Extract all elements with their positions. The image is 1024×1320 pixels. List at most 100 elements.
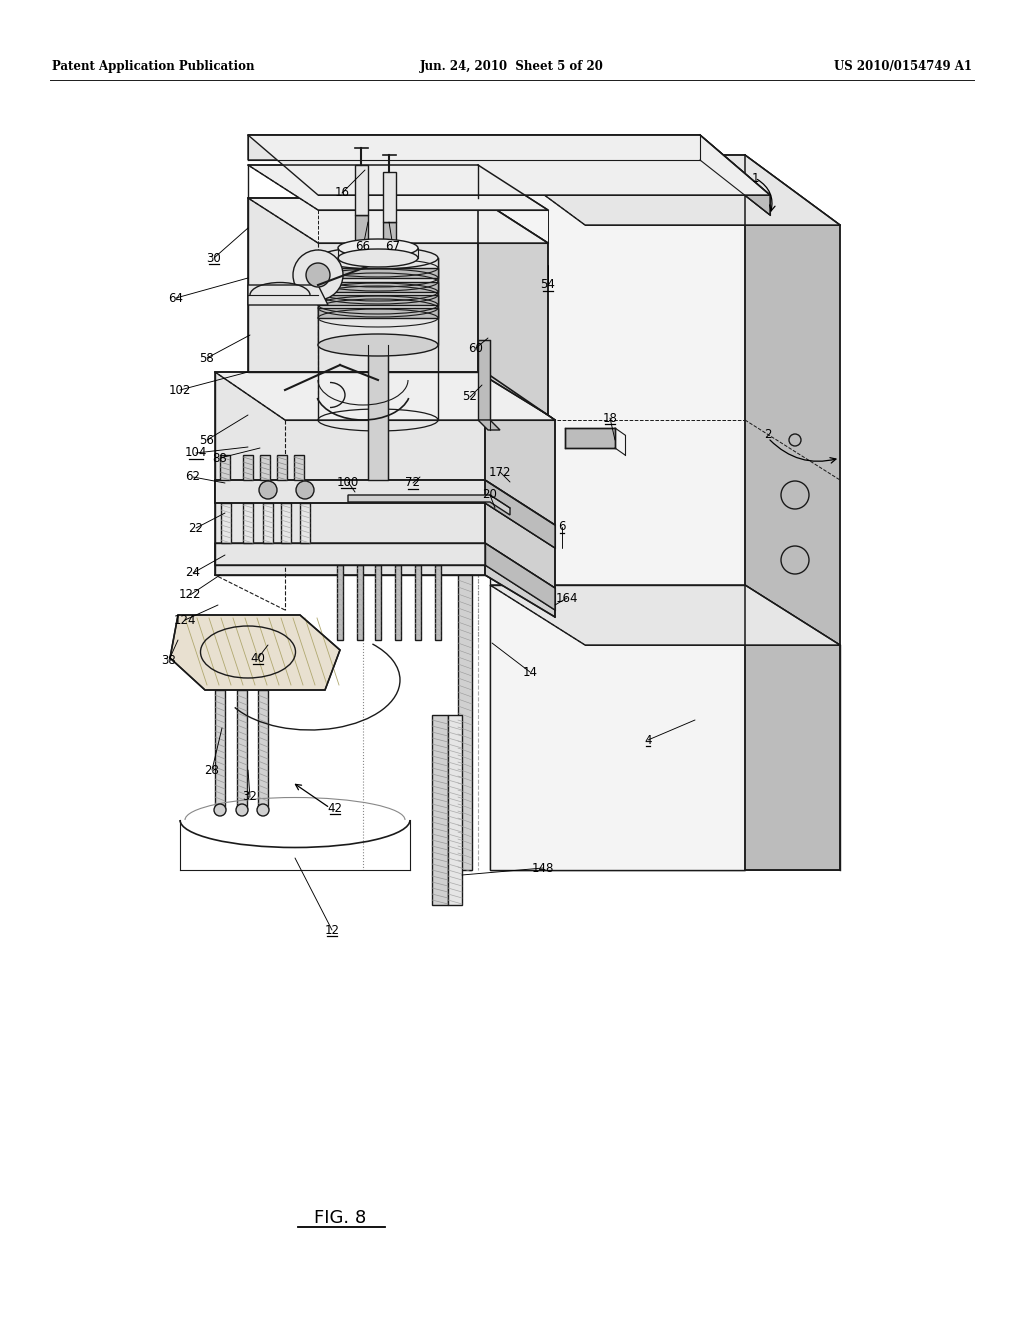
Polygon shape — [478, 420, 500, 430]
Polygon shape — [318, 257, 438, 345]
Polygon shape — [243, 503, 253, 543]
Text: 122: 122 — [179, 589, 202, 602]
Polygon shape — [215, 372, 555, 420]
Text: 104: 104 — [184, 446, 207, 459]
Text: 124: 124 — [174, 614, 197, 627]
Polygon shape — [490, 154, 840, 224]
Polygon shape — [215, 480, 555, 548]
Polygon shape — [478, 341, 490, 420]
Polygon shape — [565, 428, 615, 447]
Polygon shape — [490, 585, 745, 870]
Text: 60: 60 — [469, 342, 483, 355]
Circle shape — [257, 804, 269, 816]
Polygon shape — [237, 690, 247, 810]
Polygon shape — [248, 198, 548, 243]
Polygon shape — [294, 455, 304, 480]
Text: 67: 67 — [385, 240, 400, 253]
Text: 2: 2 — [764, 429, 772, 441]
Polygon shape — [357, 565, 362, 640]
Ellipse shape — [318, 247, 438, 269]
Text: 40: 40 — [251, 652, 265, 664]
Polygon shape — [348, 495, 510, 515]
Polygon shape — [248, 165, 548, 210]
Text: 148: 148 — [531, 862, 554, 874]
Text: 30: 30 — [207, 252, 221, 264]
Polygon shape — [700, 135, 770, 215]
Polygon shape — [435, 565, 441, 640]
Text: 22: 22 — [188, 521, 204, 535]
Text: Patent Application Publication: Patent Application Publication — [52, 59, 255, 73]
Text: 32: 32 — [243, 791, 257, 804]
Polygon shape — [368, 345, 388, 480]
Circle shape — [214, 804, 226, 816]
Text: 66: 66 — [355, 240, 371, 253]
Polygon shape — [220, 455, 230, 480]
Polygon shape — [221, 503, 231, 543]
Text: 20: 20 — [482, 488, 498, 502]
Polygon shape — [215, 543, 555, 610]
Circle shape — [296, 480, 314, 499]
Polygon shape — [281, 503, 291, 543]
Ellipse shape — [338, 249, 418, 267]
Polygon shape — [485, 372, 555, 616]
Text: 24: 24 — [185, 566, 201, 579]
Text: 54: 54 — [541, 279, 555, 292]
Polygon shape — [243, 455, 253, 480]
Text: 42: 42 — [328, 801, 342, 814]
Text: 172: 172 — [488, 466, 511, 479]
Circle shape — [293, 249, 343, 300]
Text: 52: 52 — [463, 391, 477, 404]
Polygon shape — [337, 565, 343, 640]
Polygon shape — [215, 690, 225, 810]
Ellipse shape — [318, 334, 438, 356]
Text: 56: 56 — [200, 433, 214, 446]
Text: 12: 12 — [325, 924, 340, 936]
Text: US 2010/0154749 A1: US 2010/0154749 A1 — [834, 59, 972, 73]
Text: 102: 102 — [169, 384, 191, 396]
Polygon shape — [300, 503, 310, 543]
Polygon shape — [458, 576, 472, 870]
Polygon shape — [375, 565, 381, 640]
Polygon shape — [415, 565, 421, 640]
Text: 1: 1 — [752, 172, 759, 185]
Circle shape — [781, 480, 809, 510]
Text: Jun. 24, 2010  Sheet 5 of 20: Jun. 24, 2010 Sheet 5 of 20 — [420, 59, 604, 73]
Polygon shape — [260, 455, 270, 480]
Polygon shape — [318, 282, 438, 292]
Circle shape — [259, 480, 278, 499]
Polygon shape — [355, 215, 368, 243]
Polygon shape — [263, 503, 273, 543]
Polygon shape — [490, 154, 745, 870]
Polygon shape — [318, 294, 438, 305]
Text: 100: 100 — [337, 475, 359, 488]
Text: 16: 16 — [335, 186, 349, 199]
Polygon shape — [383, 172, 396, 222]
Polygon shape — [278, 455, 287, 480]
Polygon shape — [248, 135, 770, 195]
Circle shape — [306, 263, 330, 286]
Circle shape — [790, 434, 801, 446]
Text: 4: 4 — [644, 734, 651, 747]
Text: 6: 6 — [558, 520, 565, 533]
Polygon shape — [248, 135, 770, 215]
Polygon shape — [258, 690, 268, 810]
Polygon shape — [318, 308, 438, 318]
Polygon shape — [215, 372, 485, 576]
Text: 18: 18 — [602, 412, 617, 425]
Polygon shape — [485, 480, 555, 548]
Text: 64: 64 — [169, 292, 183, 305]
Text: 164: 164 — [556, 591, 579, 605]
Ellipse shape — [338, 239, 418, 257]
Polygon shape — [490, 585, 840, 645]
Text: 28: 28 — [205, 763, 219, 776]
Polygon shape — [478, 198, 548, 414]
Polygon shape — [248, 198, 478, 372]
Polygon shape — [170, 615, 340, 690]
Text: 62: 62 — [185, 470, 201, 483]
Circle shape — [236, 804, 248, 816]
Circle shape — [605, 180, 615, 190]
Polygon shape — [395, 565, 401, 640]
Polygon shape — [745, 154, 840, 870]
Text: 72: 72 — [406, 477, 421, 490]
Text: 88: 88 — [213, 451, 227, 465]
